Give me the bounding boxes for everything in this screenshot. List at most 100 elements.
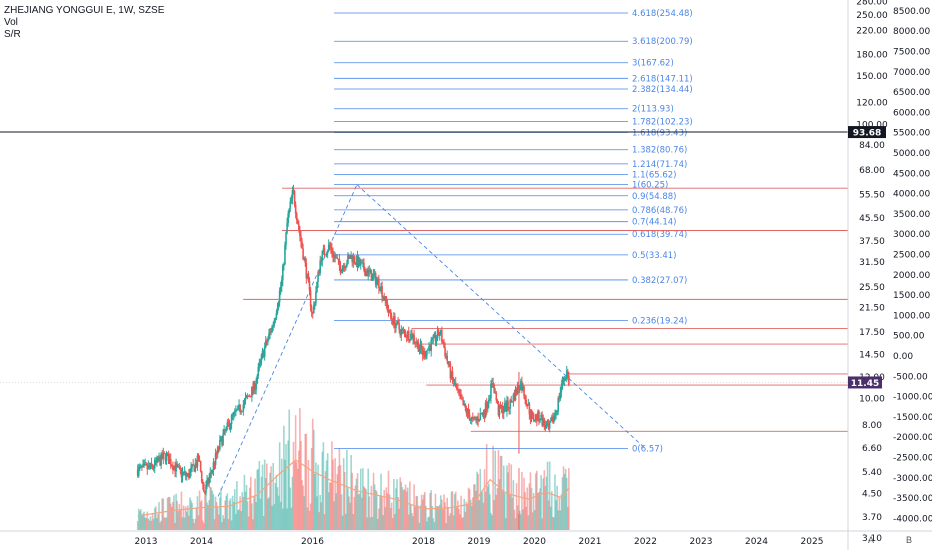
- volume-axis-tick: 7500.00: [893, 48, 930, 58]
- fib-extension[interactable]: 4.618(254.48) 3.618(200.79) 3(167.62) 2.618…: [334, 9, 693, 455]
- candle-body: [475, 418, 477, 420]
- candle-body: [546, 424, 549, 426]
- candle-body: [275, 313, 278, 318]
- volume-bar: [325, 460, 328, 530]
- price-axis-tick: 280.00: [856, 0, 888, 8]
- candle-body: [294, 204, 297, 214]
- candle-body: [345, 266, 347, 269]
- candle-body: [212, 462, 215, 471]
- volume-bar: [315, 462, 317, 530]
- volume-ma: [137, 459, 570, 517]
- volume-bar: [180, 491, 183, 530]
- volume-bar: [421, 499, 424, 530]
- volume-bar: [469, 499, 472, 530]
- candle-body: [391, 319, 394, 325]
- candle-body: [502, 410, 505, 414]
- price-axis-tick: 68.00: [859, 166, 885, 176]
- volume-bar: [322, 442, 325, 530]
- candle-body: [319, 260, 321, 274]
- candle-body: [191, 464, 193, 468]
- candle-body: [161, 453, 164, 459]
- candle-body: [438, 334, 441, 336]
- volume-bar: [449, 513, 452, 530]
- volume-bar: [521, 471, 523, 530]
- candle-body: [386, 303, 389, 311]
- volume-bar: [514, 518, 517, 530]
- candle-body: [366, 271, 368, 276]
- volume-bar: [197, 515, 200, 530]
- candle-body: [262, 350, 265, 357]
- volume-bar: [352, 513, 355, 530]
- candle-body: [521, 381, 523, 391]
- candle-body: [403, 329, 406, 332]
- candle-body: [240, 411, 243, 413]
- volume-bar: [346, 449, 348, 530]
- sr-indicator-label[interactable]: S/R: [4, 29, 21, 40]
- candle-body: [208, 477, 210, 484]
- log-scale-button[interactable]: B: [905, 535, 912, 545]
- candle-body: [198, 461, 201, 463]
- volume-bar: [191, 502, 193, 530]
- candle-body: [415, 342, 418, 344]
- candle-body: [553, 415, 555, 423]
- candle-body: [489, 398, 491, 400]
- volume-bar: [236, 481, 238, 530]
- volume-bar: [237, 510, 239, 530]
- volume-bar: [509, 494, 511, 530]
- candle-body: [234, 410, 236, 413]
- candle-body: [247, 395, 250, 397]
- candle-body: [410, 333, 412, 341]
- candle-body: [564, 378, 567, 380]
- candle-body: [167, 453, 170, 464]
- volume-bar: [319, 494, 321, 530]
- candle-body: [175, 463, 177, 472]
- volume-bar: [481, 491, 484, 530]
- candle-body: [509, 399, 511, 409]
- candle-body: [478, 420, 481, 422]
- candle-body: [185, 475, 188, 477]
- symbol-title[interactable]: ZHEJIANG YONGGUI E, 1W, SZSE: [4, 5, 165, 16]
- price-axis-tick: 37.50: [859, 237, 885, 247]
- candle-body: [166, 453, 169, 455]
- candle-body: [314, 303, 316, 306]
- candle-body: [370, 269, 373, 281]
- candle-body: [390, 316, 393, 320]
- candle-body: [343, 265, 346, 269]
- candle-body: [184, 471, 187, 477]
- candle-body: [299, 229, 301, 236]
- candle-body: [151, 465, 154, 468]
- volume-bar: [291, 476, 294, 530]
- volume-bar: [287, 440, 289, 530]
- candle-body: [532, 413, 535, 421]
- volume-bar: [458, 508, 460, 530]
- time-axis-tick: 2022: [634, 537, 657, 547]
- volume-bar: [301, 480, 303, 530]
- candle-body: [230, 415, 233, 425]
- candle-body: [367, 269, 370, 276]
- volume-bar: [543, 470, 546, 530]
- candle-body: [347, 255, 349, 264]
- volume-bar: [232, 501, 235, 530]
- support-resistance-lines[interactable]: [243, 187, 848, 432]
- fib-level-label: 0.382(27.07): [632, 276, 687, 286]
- volume-bar: [362, 468, 364, 530]
- volume-bar: [298, 450, 300, 530]
- volume-indicator-label[interactable]: Vol: [4, 17, 18, 28]
- candle-body: [355, 256, 358, 265]
- volume-bar: [472, 497, 474, 530]
- candle-body: [173, 465, 175, 470]
- volume-bar: [136, 521, 139, 530]
- candle-body: [222, 434, 224, 445]
- volume-bar: [176, 500, 178, 530]
- volume-axis-tick: 7000.00: [893, 68, 930, 78]
- auto-scale-button[interactable]: A: [867, 535, 874, 545]
- candle-body: [402, 329, 405, 331]
- trend-lines[interactable]: [217, 184, 646, 497]
- volume-bar: [511, 497, 514, 530]
- candle-body: [426, 350, 428, 356]
- volume-bar: [172, 501, 174, 530]
- volume-bar: [431, 505, 434, 530]
- volume-bar: [198, 490, 201, 530]
- fib-level-label: 2(113.93): [632, 105, 674, 115]
